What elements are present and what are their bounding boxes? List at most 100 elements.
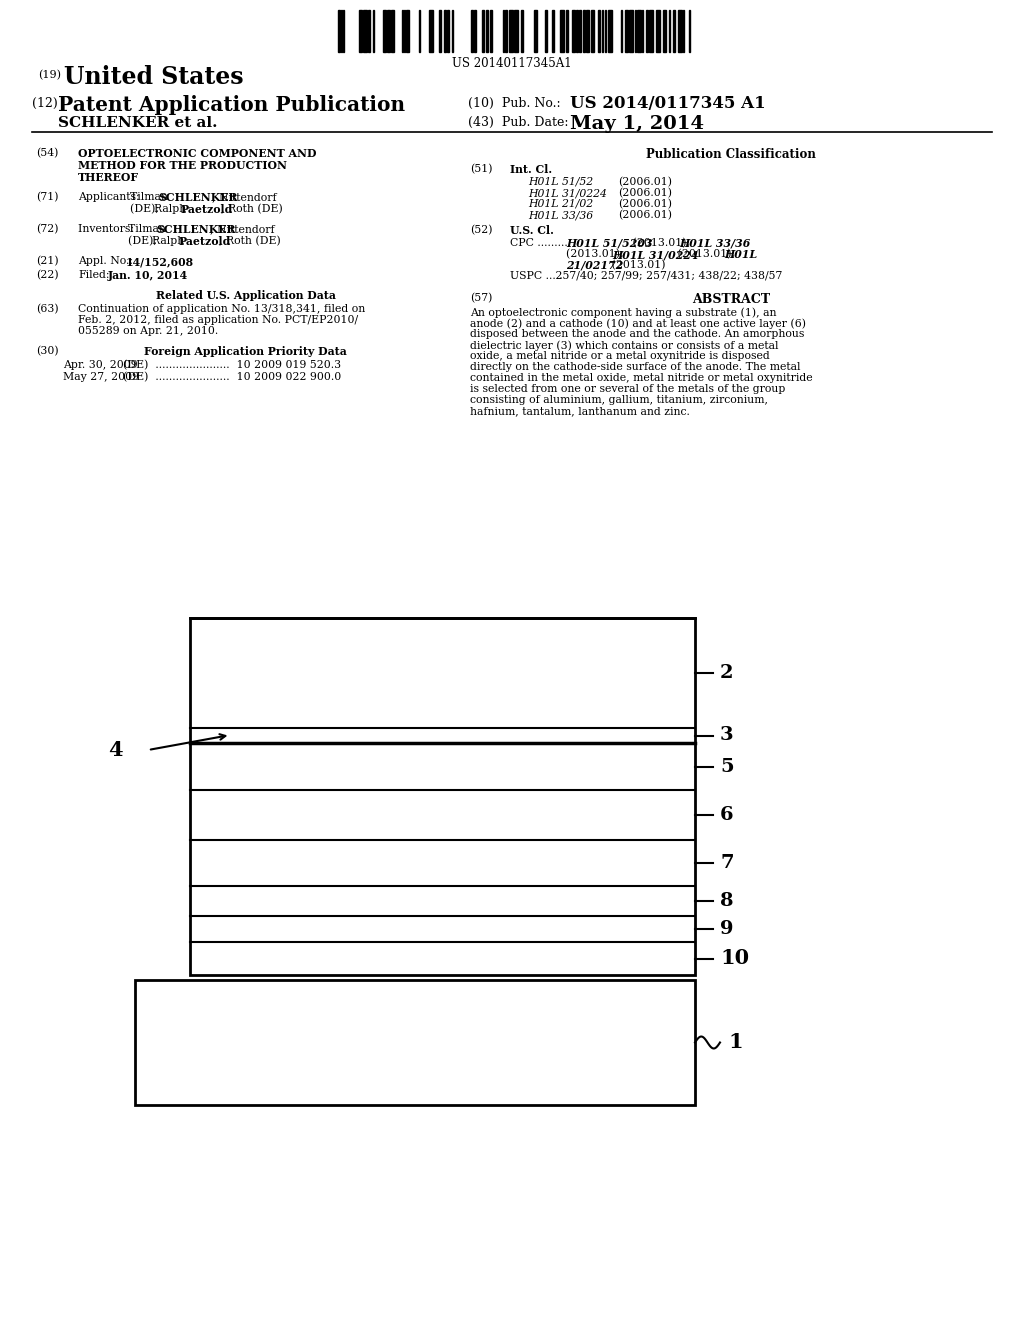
Text: 055289 on Apr. 21, 2010.: 055289 on Apr. 21, 2010. <box>78 326 218 337</box>
Text: United States: United States <box>63 65 244 88</box>
Text: 7: 7 <box>720 854 733 873</box>
Text: SCHLENKER: SCHLENKER <box>156 224 236 235</box>
Bar <box>387 11 390 51</box>
Text: (52): (52) <box>470 224 493 235</box>
Text: contained in the metal oxide, metal nitride or metal oxynitride: contained in the metal oxide, metal nitr… <box>470 374 813 383</box>
Text: Related U.S. Application Data: Related U.S. Application Data <box>156 290 336 301</box>
Text: SCHLENKER: SCHLENKER <box>158 191 238 203</box>
Bar <box>490 11 492 51</box>
Text: 9: 9 <box>720 920 733 939</box>
Text: USPC .....: USPC ..... <box>510 271 562 281</box>
Text: Tilman: Tilman <box>130 191 171 202</box>
Bar <box>521 11 523 51</box>
Text: Int. Cl.: Int. Cl. <box>510 164 552 176</box>
Text: , Roth (DE): , Roth (DE) <box>221 205 283 214</box>
Text: , Nittendorf: , Nittendorf <box>212 191 276 202</box>
Text: Appl. No.:: Appl. No.: <box>78 256 136 267</box>
Text: 10: 10 <box>720 949 750 969</box>
Bar <box>673 11 675 51</box>
Text: 21/02172: 21/02172 <box>566 260 624 271</box>
Text: Continuation of application No. 13/318,341, filed on: Continuation of application No. 13/318,3… <box>78 304 366 314</box>
Text: (10)  Pub. No.:: (10) Pub. No.: <box>468 96 560 110</box>
Text: hafnium, tantalum, lanthanum and zinc.: hafnium, tantalum, lanthanum and zinc. <box>470 407 690 416</box>
Text: An optoelectronic component having a substrate (1), an: An optoelectronic component having a sub… <box>470 308 776 318</box>
Text: U.S. Cl.: U.S. Cl. <box>510 224 554 236</box>
Text: 14/152,608: 14/152,608 <box>126 256 195 267</box>
Text: 8: 8 <box>720 892 733 909</box>
Text: Apr. 30, 2009: Apr. 30, 2009 <box>63 360 137 370</box>
Bar <box>486 11 488 51</box>
Text: (2013.01): (2013.01) <box>608 260 666 271</box>
Bar <box>368 11 370 51</box>
Text: Paetzold: Paetzold <box>179 236 231 247</box>
Text: (43)  Pub. Date:: (43) Pub. Date: <box>468 116 568 129</box>
Bar <box>586 11 589 51</box>
Text: Inventors:: Inventors: <box>78 224 141 234</box>
Text: Filed:: Filed: <box>78 271 110 280</box>
Text: H01L 33/36: H01L 33/36 <box>528 210 593 220</box>
Text: anode (2) and a cathode (10) and at least one active layer (6): anode (2) and a cathode (10) and at leas… <box>470 318 806 329</box>
Text: Feb. 2, 2012, filed as application No. PCT/EP2010/: Feb. 2, 2012, filed as application No. P… <box>78 315 358 325</box>
Bar <box>338 11 340 51</box>
Bar <box>656 11 660 51</box>
Bar <box>471 11 473 51</box>
Bar <box>579 11 581 51</box>
Text: (2006.01): (2006.01) <box>618 187 672 198</box>
Text: CPC ..........: CPC .......... <box>510 238 571 248</box>
Text: H01L: H01L <box>724 249 757 260</box>
Bar <box>637 11 641 51</box>
Text: 6: 6 <box>720 807 733 824</box>
Text: (DE);: (DE); <box>130 205 163 214</box>
Text: directly on the cathode-side surface of the anode. The metal: directly on the cathode-side surface of … <box>470 362 801 372</box>
Bar <box>505 11 507 51</box>
Bar <box>509 11 513 51</box>
Text: (21): (21) <box>36 256 58 267</box>
Text: May 27, 2009: May 27, 2009 <box>63 372 139 381</box>
Bar <box>429 11 433 51</box>
Text: H01L 21/02: H01L 21/02 <box>528 199 593 209</box>
Text: dielectric layer (3) which contains or consists of a metal: dielectric layer (3) which contains or c… <box>470 341 778 351</box>
Text: (63): (63) <box>36 304 58 314</box>
Text: Ralph: Ralph <box>154 205 189 214</box>
Text: 2: 2 <box>720 664 733 682</box>
Text: H01L 31/0224: H01L 31/0224 <box>528 187 607 198</box>
Bar <box>560 11 564 51</box>
Text: Patent Application Publication: Patent Application Publication <box>58 95 406 115</box>
Text: THEREOF: THEREOF <box>78 172 139 183</box>
Text: H01L 51/52: H01L 51/52 <box>528 177 593 187</box>
Text: (DE)  ......................  10 2009 019 520.3: (DE) ...................... 10 2009 019 … <box>123 360 341 371</box>
Text: US 2014/0117345 A1: US 2014/0117345 A1 <box>570 95 766 112</box>
Text: (2013.01);: (2013.01); <box>629 238 693 248</box>
Text: consisting of aluminium, gallium, titanium, zirconium,: consisting of aluminium, gallium, titani… <box>470 395 768 405</box>
Bar <box>678 11 682 51</box>
Text: (DE);: (DE); <box>128 236 161 247</box>
Bar <box>482 11 484 51</box>
Text: US 20140117345A1: US 20140117345A1 <box>453 57 571 70</box>
Text: (30): (30) <box>36 346 58 356</box>
Text: oxide, a metal nitride or a metal oxynitride is disposed: oxide, a metal nitride or a metal oxynit… <box>470 351 770 360</box>
Bar <box>566 11 568 51</box>
Text: Publication Classification: Publication Classification <box>646 148 816 161</box>
Bar <box>598 11 600 51</box>
Text: (2006.01): (2006.01) <box>618 210 672 220</box>
Bar <box>391 11 394 51</box>
Text: (DE)  ......................  10 2009 022 900.0: (DE) ...................... 10 2009 022 … <box>123 372 341 383</box>
Text: SCHLENKER et al.: SCHLENKER et al. <box>58 116 217 129</box>
Text: , Roth (DE): , Roth (DE) <box>219 236 281 247</box>
Text: 3: 3 <box>720 726 733 744</box>
Text: 1: 1 <box>728 1032 742 1052</box>
Bar <box>447 11 449 51</box>
Text: ABSTRACT: ABSTRACT <box>692 293 770 306</box>
Bar <box>629 11 633 51</box>
Text: (22): (22) <box>36 271 58 280</box>
Text: (72): (72) <box>36 224 58 235</box>
Text: (2013.01);: (2013.01); <box>674 249 738 259</box>
Text: 4: 4 <box>109 741 123 760</box>
Text: (71): (71) <box>36 191 58 202</box>
Text: disposed between the anode and the cathode. An amorphous: disposed between the anode and the catho… <box>470 329 805 339</box>
Text: (54): (54) <box>36 148 58 158</box>
Bar <box>474 11 476 51</box>
Text: H01L 33/36: H01L 33/36 <box>679 238 751 249</box>
Bar <box>552 11 554 51</box>
Bar <box>572 11 575 51</box>
